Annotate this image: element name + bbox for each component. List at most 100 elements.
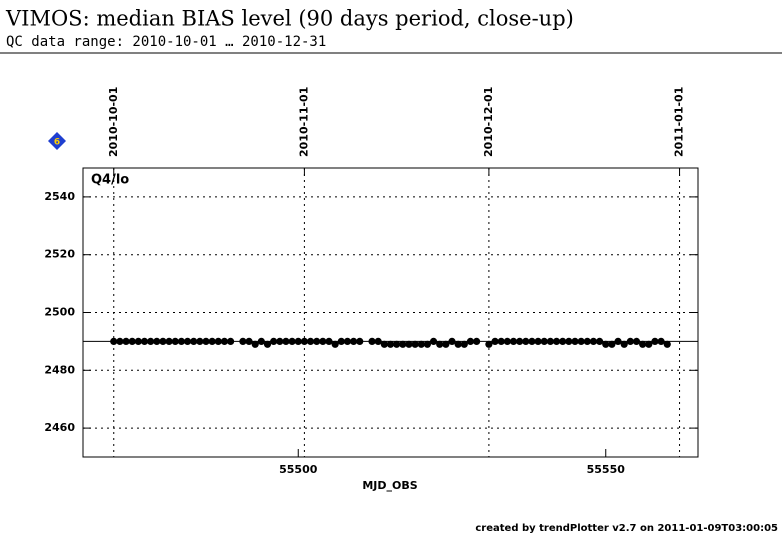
- data-point: [116, 337, 124, 345]
- data-point: [528, 337, 536, 345]
- y-tick-label: 2480: [44, 363, 75, 376]
- data-point: [589, 337, 598, 345]
- data-point: [571, 337, 579, 345]
- y-tick-label: 2540: [44, 190, 75, 203]
- data-point: [534, 337, 542, 345]
- data-point: [165, 337, 173, 345]
- date-tick-label: 2010-11-01: [297, 87, 310, 157]
- data-point: [442, 340, 450, 348]
- data-point: [540, 337, 548, 345]
- data-point: [331, 340, 339, 348]
- data-point: [602, 340, 610, 348]
- data-point: [325, 337, 333, 345]
- y-tick-label: 2460: [44, 421, 75, 434]
- x-axis-label: MJD_OBS: [362, 479, 417, 492]
- data-point: [411, 340, 419, 348]
- data-point: [596, 337, 604, 345]
- data-point: [380, 340, 388, 348]
- data-point: [214, 337, 222, 345]
- data-point: [657, 337, 665, 345]
- data-point: [270, 337, 278, 345]
- data-point: [417, 340, 425, 348]
- data-point: [620, 340, 628, 348]
- data-point: [423, 340, 431, 348]
- data-point: [183, 337, 192, 345]
- date-tick-label: 2010-10-01: [107, 87, 120, 157]
- data-point: [639, 340, 647, 348]
- data-point: [559, 337, 567, 345]
- data-point: [257, 337, 265, 345]
- data-point: [491, 337, 499, 345]
- data-point: [509, 337, 518, 345]
- data-point: [313, 337, 321, 345]
- data-point: [405, 340, 413, 348]
- footer: created by trendPlotter v2.7 on 2011-01-…: [475, 523, 778, 534]
- data-point: [128, 337, 136, 345]
- panel-label: Q4/lo: [91, 173, 129, 188]
- data-point: [282, 337, 290, 345]
- data-point: [626, 337, 634, 345]
- data-point: [202, 337, 210, 345]
- data-point: [276, 337, 284, 345]
- data-point: [288, 337, 296, 345]
- badge-text: 6: [54, 138, 60, 148]
- data-point: [306, 337, 315, 345]
- data-point: [147, 337, 155, 345]
- data-point: [436, 340, 444, 348]
- data-point: [399, 340, 407, 348]
- data-point: [546, 337, 555, 345]
- data-point: [448, 337, 456, 345]
- data-point: [460, 340, 468, 348]
- data-point: [466, 337, 475, 345]
- data-point: [300, 337, 308, 345]
- data-point: [153, 337, 161, 345]
- data-point: [122, 337, 130, 345]
- data-point: [565, 337, 573, 345]
- y-tick-label: 2500: [44, 306, 75, 319]
- data-point: [497, 337, 505, 345]
- data-point: [171, 337, 179, 345]
- data-point: [110, 337, 118, 345]
- data-point: [343, 337, 352, 345]
- data-point: [645, 340, 653, 348]
- data-point: [516, 337, 524, 345]
- x-tick-label: 55500: [279, 463, 318, 476]
- data-point: [454, 340, 462, 348]
- data-point: [632, 337, 641, 345]
- data-point: [319, 337, 327, 345]
- data-point: [294, 337, 302, 345]
- data-point: [429, 337, 438, 345]
- data-point: [368, 337, 376, 345]
- data-point: [552, 337, 561, 345]
- data-point: [651, 337, 659, 345]
- data-point: [245, 337, 253, 345]
- data-point: [356, 337, 364, 345]
- data-point: [614, 337, 622, 345]
- data-point: [239, 337, 247, 345]
- date-tick-label: 2010-12-01: [482, 87, 495, 157]
- data-point: [393, 340, 401, 348]
- data-point: [350, 337, 358, 345]
- data-point: [473, 337, 481, 345]
- data-point: [220, 337, 229, 345]
- data-point: [208, 337, 216, 345]
- chart-title: VIMOS: median BIAS level (90 days period…: [5, 7, 574, 31]
- date-tick-label: 2011-01-01: [673, 87, 686, 157]
- x-tick-label: 55550: [587, 463, 626, 476]
- data-point: [134, 337, 142, 345]
- data-point: [196, 337, 204, 345]
- data-point: [485, 340, 493, 348]
- data-point: [577, 337, 585, 345]
- data-point: [227, 337, 235, 345]
- badge-icon: [48, 132, 66, 150]
- data-point: [608, 340, 616, 348]
- data-point: [522, 337, 530, 345]
- data-point: [663, 340, 671, 348]
- data-point: [159, 337, 167, 345]
- data-point: [386, 340, 395, 348]
- data-point: [263, 340, 272, 348]
- data-point: [503, 337, 511, 345]
- y-tick-label: 2520: [44, 248, 75, 261]
- data-point: [177, 337, 185, 345]
